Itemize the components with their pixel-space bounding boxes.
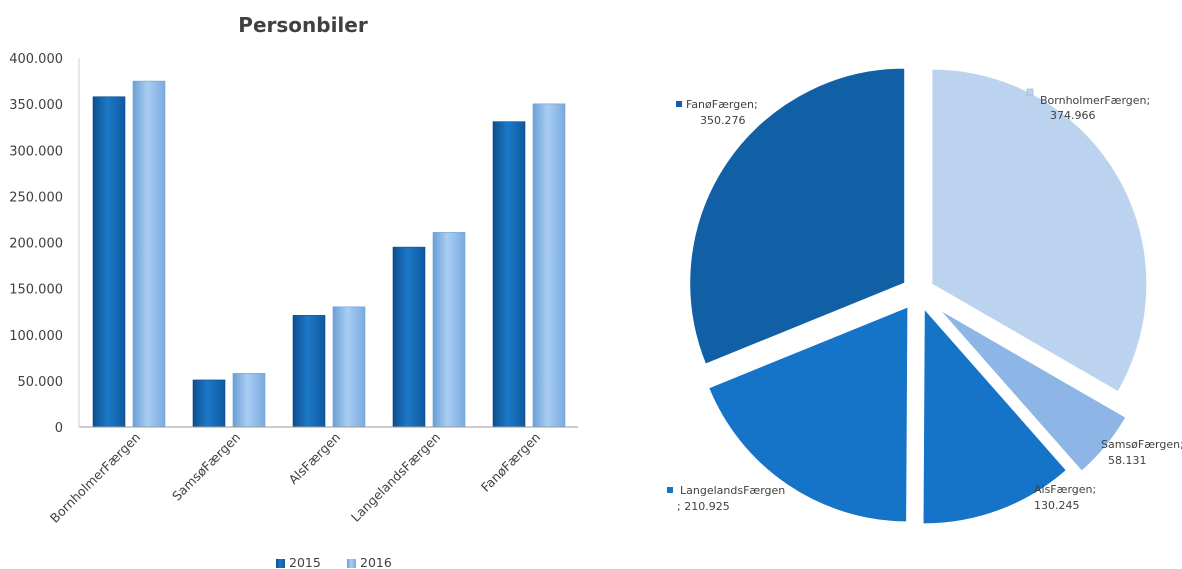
x-tick-label: SamsøFærgen (169, 430, 243, 504)
pie-slice-2 (922, 307, 1068, 525)
y-tick-label: 250.000 (9, 190, 63, 205)
pie-legend-key (1022, 486, 1028, 492)
legend-label-2016: 2016 (360, 555, 392, 569)
pie-label-value: 350.276 (700, 114, 746, 127)
pie-label-name: SamsøFærgen; (1101, 438, 1182, 451)
pie-label-value: 130.245 (1034, 499, 1080, 512)
chart-title: Personbiler (238, 13, 368, 37)
pie-slice-4 (689, 67, 906, 365)
pie-legend-key (1089, 442, 1095, 448)
x-tick-label: BornholmerFærgen (47, 430, 143, 526)
y-axis: 0 50.000 100.000 150.000 200.000 250.000 300.0… (9, 52, 63, 436)
y-tick-label: 150.000 (9, 283, 63, 298)
pie-label-fano: FanøFærgen; 350.276 (676, 98, 758, 127)
bars (92, 80, 566, 428)
legend-swatch-2016 (347, 559, 356, 568)
x-axis-labels: BornholmerFærgen SamsøFærgen AlsFærgen Lang… (47, 430, 543, 526)
y-tick-label: 350.000 (9, 98, 63, 113)
pie-labels: BornholmerFærgen; 374.966 SamsøFærgen; 5… (667, 88, 1182, 513)
pie-slice-3 (708, 306, 909, 523)
x-tick-label: FanøFærgen (478, 430, 543, 495)
legend-swatch-2015 (276, 559, 285, 568)
pie-label-name: AlsFærgen; (1034, 483, 1096, 496)
x-tick-label: AlsFærgen (286, 430, 344, 488)
bar-2015-0 (92, 96, 126, 428)
pie-legend-key (1026, 88, 1034, 96)
pie-slice-1 (939, 309, 1127, 472)
bar-2015-4 (492, 121, 526, 428)
y-tick-label: 300.000 (9, 144, 63, 159)
y-tick-label: 400.000 (9, 52, 63, 67)
y-tick-label: 200.000 (9, 237, 63, 252)
y-tick-label: 50.000 (18, 375, 64, 390)
y-tick-label: 0 (55, 421, 63, 436)
legend: 2015 2016 (276, 555, 392, 569)
bar-2015-3 (392, 246, 426, 428)
pie-legend-key (667, 487, 673, 493)
bar-2016-1 (232, 373, 266, 428)
bar-2015-2 (292, 315, 326, 428)
pie-label-value: 58.131 (1108, 454, 1147, 467)
pie-chart: BornholmerFærgen; 374.966 SamsøFærgen; 5… (667, 67, 1182, 525)
pie-label-langelands: LangelandsFærgen ; 210.925 (667, 484, 785, 513)
bar-2016-3 (432, 232, 466, 428)
bar-2016-4 (532, 103, 566, 428)
pie-label-name: BornholmerFærgen; (1040, 94, 1150, 107)
pie-slice-0 (931, 68, 1148, 393)
x-tick-label: LangelandsFærgen (348, 430, 443, 525)
pie-label-samso: SamsøFærgen; 58.131 (1089, 438, 1182, 467)
bar-2016-2 (332, 306, 366, 428)
pie-label-value: ; 210.925 (677, 500, 730, 513)
pie-label-als: AlsFærgen; 130.245 (1022, 483, 1096, 512)
bar-2016-0 (132, 80, 166, 428)
pie-label-name: FanøFærgen; (686, 98, 758, 111)
legend-label-2015: 2015 (289, 555, 321, 569)
pie-label-bornholmer: BornholmerFærgen; 374.966 (1026, 88, 1150, 122)
y-tick-label: 100.000 (9, 329, 63, 344)
pie-slices (689, 67, 1148, 525)
pie-label-value: 374.966 (1050, 109, 1096, 122)
bar-2015-1 (192, 379, 226, 428)
pie-label-name: LangelandsFærgen (680, 484, 785, 497)
bar-chart: Personbiler 0 50.000 100.000 150.000 200.000… (9, 13, 578, 569)
pie-legend-key (676, 101, 682, 107)
